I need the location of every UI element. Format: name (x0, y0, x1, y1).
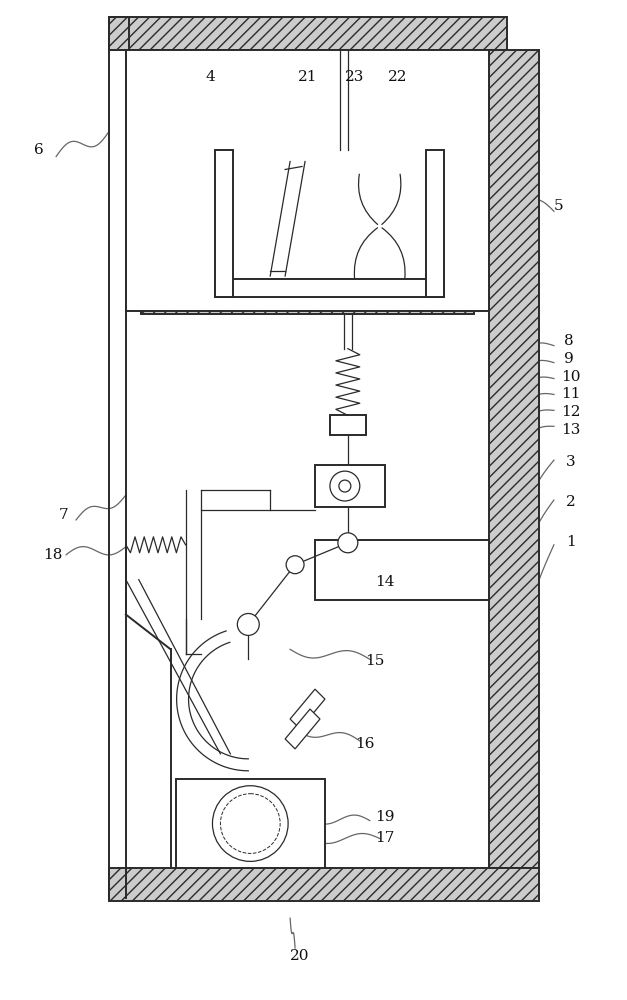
Text: 18: 18 (43, 548, 63, 562)
Circle shape (286, 556, 304, 574)
Text: 10: 10 (561, 370, 581, 384)
Bar (141, 296, 474, 314)
Circle shape (238, 613, 259, 635)
Text: 17: 17 (375, 831, 394, 845)
Text: 2: 2 (566, 495, 576, 509)
Text: 20: 20 (290, 949, 310, 963)
Bar (141, 100, 186, 294)
Text: 12: 12 (561, 405, 581, 419)
Bar (126, 50, 489, 311)
Text: 9: 9 (564, 352, 574, 366)
Bar (315, 540, 489, 600)
Text: 5: 5 (554, 199, 564, 213)
Text: 14: 14 (375, 575, 394, 589)
Text: 6: 6 (34, 143, 44, 157)
Circle shape (330, 471, 360, 501)
Text: 15: 15 (365, 654, 384, 668)
Text: 22: 22 (388, 70, 408, 84)
Bar (109, 868, 539, 901)
Text: 7: 7 (58, 508, 68, 522)
Polygon shape (290, 689, 325, 729)
Bar (109, 17, 129, 50)
Circle shape (338, 533, 358, 553)
Text: 16: 16 (355, 737, 374, 751)
Bar (426, 150, 445, 297)
Text: 3: 3 (566, 455, 576, 469)
Text: 13: 13 (561, 423, 581, 437)
Circle shape (221, 794, 280, 853)
Text: 8: 8 (564, 334, 574, 348)
Bar (489, 50, 539, 868)
Text: 19: 19 (375, 810, 394, 824)
Text: 4: 4 (206, 70, 215, 84)
Text: 21: 21 (298, 70, 318, 84)
Bar (216, 279, 445, 297)
Circle shape (213, 786, 288, 861)
Bar (315, 465, 385, 507)
Bar (330, 415, 366, 435)
Bar (216, 150, 233, 297)
Bar (176, 779, 325, 868)
Polygon shape (285, 709, 320, 749)
Text: 23: 23 (345, 70, 364, 84)
Text: 1: 1 (566, 535, 576, 549)
Bar (109, 17, 507, 50)
Circle shape (339, 480, 351, 492)
Text: 11: 11 (561, 387, 581, 401)
